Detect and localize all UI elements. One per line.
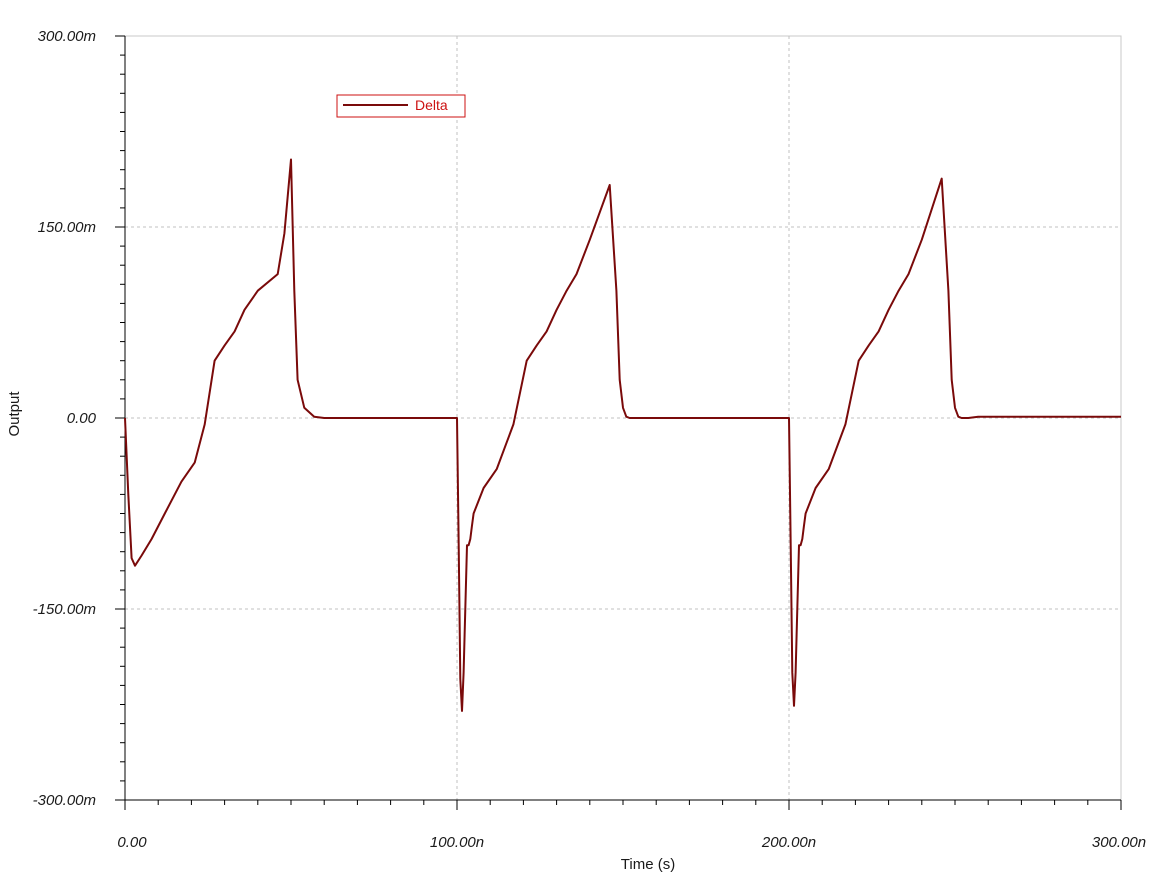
y-tick-label: -300.00m xyxy=(33,792,96,809)
legend-label: Delta xyxy=(415,97,448,113)
y-tick-label: 150.00m xyxy=(38,219,96,236)
y-tick-label: 300.00m xyxy=(38,28,96,45)
y-tick-label: -150.00m xyxy=(33,601,96,618)
grid-lines xyxy=(125,36,1121,800)
x-tick-label: 300.00n xyxy=(1092,834,1146,851)
x-tick-label: 100.00n xyxy=(430,834,484,851)
x-tick-label: 200.00n xyxy=(761,834,816,851)
x-axis-title: Time (s) xyxy=(621,856,675,873)
tick-labels: 300.00m 150.00m 0.00 -150.00m -300.00m 0.00 10… xyxy=(33,28,1146,851)
legend: Delta xyxy=(336,94,466,118)
x-tick-label: 0.00 xyxy=(117,834,147,851)
tick-marks xyxy=(115,35,1122,810)
y-axis-title: Output xyxy=(6,391,23,437)
series-line-delta xyxy=(124,158,1121,712)
series-layer xyxy=(124,158,1121,712)
y-tick-label: 0.00 xyxy=(67,410,97,427)
